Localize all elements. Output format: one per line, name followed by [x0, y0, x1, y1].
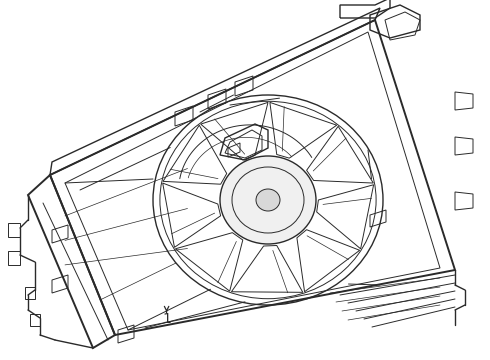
Ellipse shape: [220, 156, 316, 244]
Ellipse shape: [256, 189, 280, 211]
Text: 1: 1: [162, 312, 171, 325]
